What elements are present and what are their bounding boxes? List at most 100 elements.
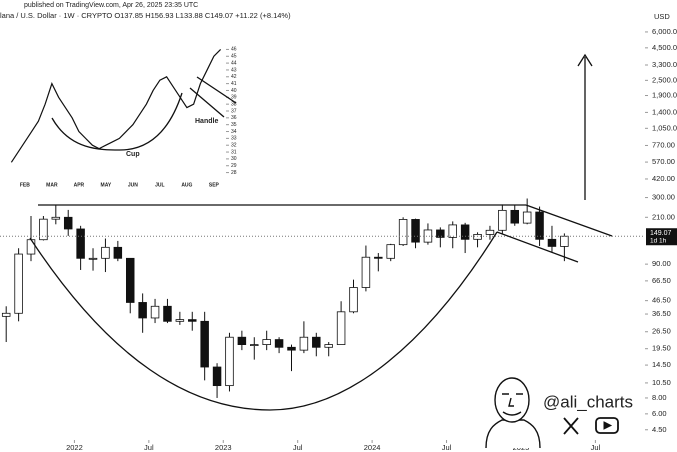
y-tick-label: 14.50: [652, 360, 671, 369]
y-tick-label: 26.50: [652, 327, 671, 336]
inset-x-tick-label: FEB: [20, 182, 30, 188]
y-tick-label: 300.00: [652, 193, 675, 202]
candle-body: [26, 239, 36, 255]
inset-x-tick-label: MAR: [46, 182, 58, 188]
annotation: Cup: [126, 151, 140, 158]
candle-body: [547, 238, 557, 247]
y-tick-label: 420.00: [652, 174, 675, 183]
candle-body: [448, 224, 457, 238]
published-note: published on TradingView.com, Apr 26, 20…: [24, 2, 198, 9]
candle-body: [485, 229, 495, 235]
inset-x-tick-label: MAY: [101, 182, 112, 188]
candle-body: [125, 257, 135, 303]
candle-body: [324, 344, 333, 348]
inset-y-tick-label: 40: [231, 88, 237, 94]
annotation: Handle: [195, 118, 218, 125]
inset-y-tick-label: 28: [231, 170, 237, 176]
inset-y-tick-label: 43: [231, 67, 237, 73]
candle-body: [39, 218, 48, 241]
inset-y-tick-label: 31: [231, 149, 237, 155]
x-tick-label: Jul: [442, 443, 452, 452]
candle-body: [411, 219, 420, 243]
candle-body: [386, 244, 395, 259]
candle-body: [138, 302, 147, 319]
inset-cup: [51, 92, 183, 151]
price-tag: [646, 228, 677, 246]
y-tick-label: 2,500.00: [652, 75, 677, 84]
inset-y-tick-label: 34: [231, 129, 237, 135]
candle-body: [76, 228, 85, 259]
candle-body: [398, 219, 408, 246]
y-tick-label: 19.50: [652, 344, 671, 353]
y-tick-label: 1,900.00: [652, 91, 677, 100]
inset-y-tick-label: 36: [231, 115, 237, 121]
y-tick-label: 6,000.00: [652, 27, 677, 36]
inset-y-tick-label: 46: [231, 47, 237, 53]
x-tick-label: Jul: [591, 443, 601, 452]
y-tick-label: 770.00: [652, 140, 675, 149]
candle-body: [188, 319, 197, 322]
candle-body: [101, 246, 110, 259]
x-tick-label: Jul: [293, 443, 303, 452]
candle-body: [250, 344, 259, 347]
candle-body: [423, 229, 433, 243]
candle-body: [212, 366, 222, 387]
candle-body: [88, 257, 98, 260]
candle-body: [1, 312, 11, 317]
candle-body: [200, 320, 209, 368]
y-tick-label: 90.00: [652, 259, 671, 268]
y-tick-label: 570.00: [652, 157, 675, 166]
candle-body: [14, 253, 23, 314]
candle-body: [175, 319, 185, 322]
y-tick-label: 1,400.00: [652, 107, 677, 116]
inset-x-tick-label: JUL: [155, 182, 164, 188]
y-tick-label: 1,050.00: [652, 123, 677, 132]
candle-body: [150, 305, 160, 319]
candle-body: [274, 339, 284, 348]
y-tick-label: 210.00: [652, 212, 675, 221]
candle-body: [51, 216, 61, 220]
x-tick-label: 2023: [215, 443, 232, 452]
candle-body: [535, 211, 544, 240]
inset-y-tick-label: 42: [231, 74, 237, 80]
pattern-lines: [29, 53, 613, 411]
candle-body: [522, 211, 532, 224]
inset-y-tick-label: 33: [231, 136, 237, 142]
y-tick-label: 3,300.00: [652, 60, 677, 69]
y-tick-label: 46.50: [652, 296, 671, 305]
y-tick-label: 6.00: [652, 409, 667, 418]
axis-unit: USD: [654, 12, 670, 21]
avatar: [485, 377, 541, 449]
inset-y-tick-label: 30: [231, 156, 237, 162]
inset-y-tick-label: 32: [231, 143, 237, 149]
candle-body: [262, 339, 271, 346]
inset-handle-bottom: [189, 87, 225, 118]
candle-body: [163, 305, 172, 322]
candle-body: [312, 336, 321, 348]
inset-panel: [3, 38, 245, 190]
y-tick-label: 66.50: [652, 276, 671, 285]
inset-pattern: [51, 76, 237, 151]
inset-y-tick-label: 35: [231, 122, 237, 128]
inset-x-tick-label: SEP: [209, 182, 220, 188]
candle-body: [510, 209, 520, 224]
candle-body: [361, 256, 371, 288]
inset-y-tick-label: 29: [231, 163, 237, 169]
countdown: 1d 1h: [650, 237, 667, 244]
inset-x-tick-label: JUN: [128, 182, 138, 188]
candle-body: [237, 336, 247, 346]
inset-handle-top: [196, 76, 237, 104]
candle-body: [460, 224, 470, 240]
price-tag-label: 149.07: [650, 230, 672, 237]
inset-price-line: [10, 48, 222, 163]
inset-y-tick-label: 41: [231, 81, 237, 87]
y-tick-label: 4.50: [652, 425, 667, 434]
inset-y-tick-label: 39: [231, 95, 237, 101]
inset-y-tick-label: 44: [231, 60, 237, 66]
candle-body: [374, 256, 383, 259]
main-chart: 6,000.00 4,500.00 3,300.00 2,500.00 1,900.00…: [0, 27, 677, 452]
inset-y-tick-label: 45: [231, 54, 237, 60]
handle-lower: [496, 231, 579, 263]
